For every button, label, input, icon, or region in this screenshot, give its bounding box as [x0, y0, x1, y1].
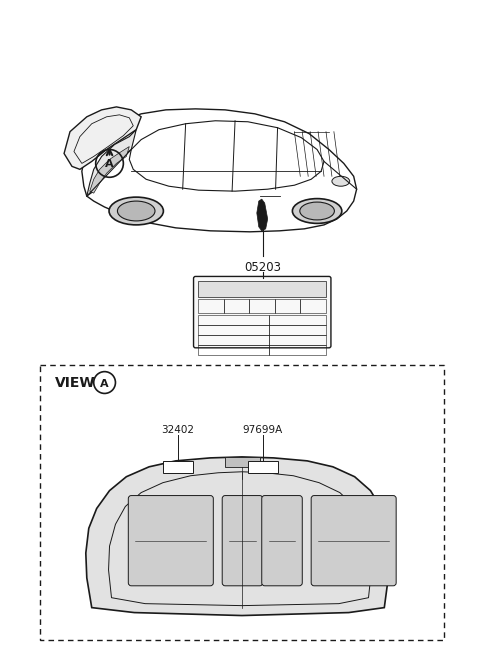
Bar	[225, 457, 260, 467]
FancyBboxPatch shape	[128, 495, 213, 586]
FancyBboxPatch shape	[311, 495, 396, 586]
Text: A: A	[100, 379, 109, 388]
Polygon shape	[86, 457, 390, 615]
Ellipse shape	[332, 176, 350, 186]
Polygon shape	[90, 146, 129, 193]
FancyBboxPatch shape	[222, 495, 263, 586]
Polygon shape	[87, 130, 136, 196]
Bar	[269, 345, 326, 355]
Bar	[40, 365, 444, 640]
Ellipse shape	[109, 197, 163, 225]
Text: 97699A: 97699A	[242, 425, 283, 435]
Bar	[250, 299, 275, 313]
Bar	[199, 299, 224, 313]
Bar	[199, 325, 269, 335]
FancyBboxPatch shape	[262, 495, 302, 586]
Bar	[300, 299, 326, 313]
Bar	[199, 281, 326, 297]
Polygon shape	[64, 107, 141, 169]
Polygon shape	[257, 199, 268, 231]
Text: 32402: 32402	[161, 425, 194, 435]
Bar	[163, 461, 192, 473]
Text: VIEW: VIEW	[55, 375, 96, 390]
Bar	[269, 335, 326, 345]
Ellipse shape	[118, 201, 155, 221]
Bar	[199, 315, 269, 325]
Bar	[269, 325, 326, 335]
FancyBboxPatch shape	[193, 276, 331, 348]
Bar	[224, 299, 250, 313]
Bar	[248, 461, 277, 473]
Bar	[199, 335, 269, 345]
Bar	[269, 315, 326, 325]
Ellipse shape	[300, 202, 335, 220]
Bar	[199, 345, 269, 355]
Bar	[275, 299, 300, 313]
Ellipse shape	[292, 199, 342, 224]
Text: 05203: 05203	[244, 260, 281, 274]
Text: A: A	[105, 159, 114, 169]
